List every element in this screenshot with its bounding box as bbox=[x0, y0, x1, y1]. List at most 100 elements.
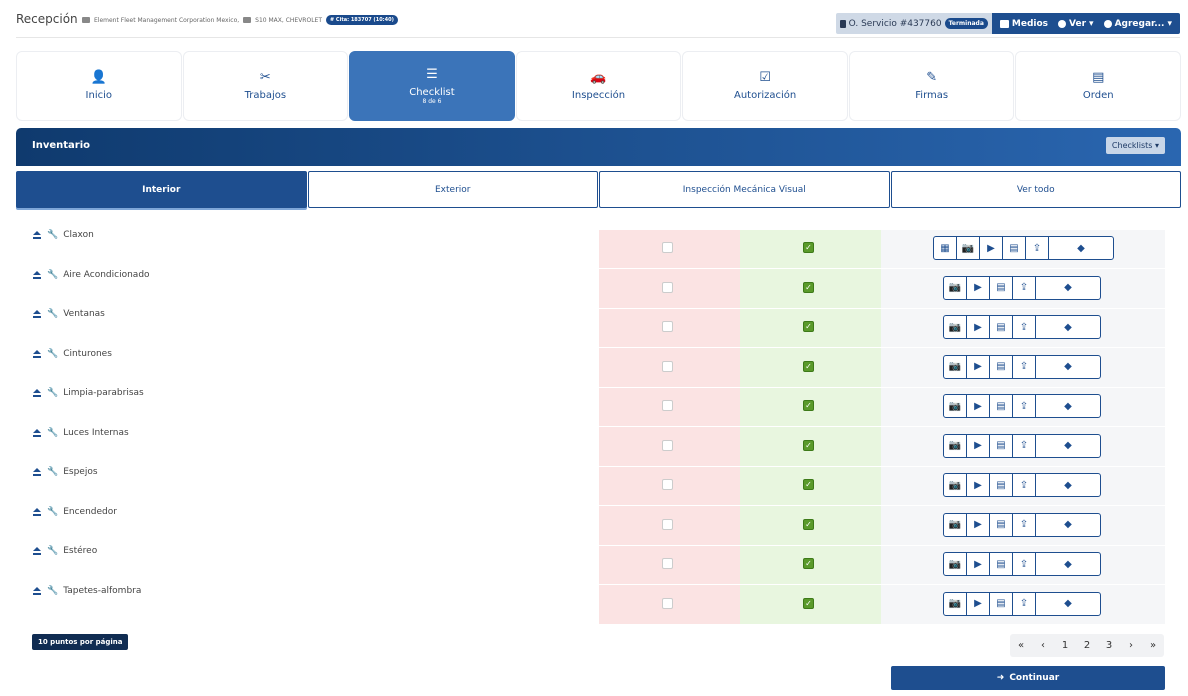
eject-icon[interactable] bbox=[32, 389, 42, 397]
camera-icon[interactable]: 📷 bbox=[944, 592, 967, 615]
pass-checkbox[interactable]: ✓ bbox=[803, 479, 814, 490]
wrench-icon[interactable]: 🔧 bbox=[47, 348, 59, 359]
video-icon[interactable]: ▶ bbox=[967, 553, 990, 575]
fail-checkbox[interactable] bbox=[662, 518, 673, 530]
pass-checkbox[interactable]: ✓ bbox=[803, 242, 814, 253]
agregar-button[interactable]: Agregar... ▾ bbox=[1103, 19, 1172, 29]
page-1-button[interactable]: 1 bbox=[1061, 640, 1069, 651]
eject-icon[interactable] bbox=[32, 310, 42, 318]
upload-icon[interactable]: ⇪ bbox=[1013, 434, 1036, 457]
file-icon[interactable]: ▤ bbox=[990, 553, 1013, 575]
video-icon[interactable]: ▶ bbox=[967, 355, 990, 378]
file-icon[interactable]: ▤ bbox=[990, 276, 1013, 299]
fill-icon[interactable]: ◆ bbox=[1064, 282, 1072, 293]
video-icon[interactable]: ▶ bbox=[980, 237, 1003, 259]
wrench-icon[interactable]: 🔧 bbox=[47, 388, 59, 398]
pass-checkbox[interactable]: ✓ bbox=[803, 281, 814, 293]
wrench-icon[interactable]: 🔧 bbox=[47, 230, 59, 240]
file-icon[interactable]: ▤ bbox=[1003, 237, 1026, 259]
fill-icon[interactable]: ◆ bbox=[1064, 321, 1072, 333]
fail-checkbox[interactable] bbox=[662, 479, 673, 490]
pass-checkbox[interactable]: ✓ bbox=[803, 518, 814, 530]
upload-icon[interactable]: ⇪ bbox=[1013, 513, 1036, 536]
fail-checkbox[interactable] bbox=[662, 242, 673, 253]
fail-checkbox[interactable] bbox=[662, 360, 673, 372]
eject-icon[interactable] bbox=[32, 231, 42, 239]
subtab-exterior[interactable]: Exterior bbox=[307, 171, 598, 208]
wrench-icon[interactable]: 🔧 bbox=[47, 309, 59, 319]
file-icon[interactable]: ▤ bbox=[990, 513, 1013, 536]
camera-icon[interactable]: 📷 bbox=[944, 474, 967, 496]
next-page-button[interactable]: › bbox=[1129, 640, 1133, 651]
wrench-icon[interactable]: 🔧 bbox=[47, 269, 59, 280]
video-icon[interactable]: ▶ bbox=[967, 513, 990, 536]
wrench-icon[interactable]: 🔧 bbox=[47, 546, 59, 556]
wrench-icon[interactable]: 🔧 bbox=[47, 427, 59, 438]
fail-checkbox[interactable] bbox=[662, 400, 673, 411]
file-icon[interactable]: ▤ bbox=[990, 592, 1013, 615]
file-icon[interactable]: ▤ bbox=[990, 316, 1013, 338]
fail-checkbox[interactable] bbox=[662, 321, 673, 332]
fail-checkbox[interactable] bbox=[662, 281, 673, 293]
page-2-button[interactable]: 2 bbox=[1083, 640, 1091, 651]
video-icon[interactable]: ▶ bbox=[967, 474, 990, 496]
page-3-button[interactable]: 3 bbox=[1105, 640, 1113, 651]
eject-icon[interactable] bbox=[32, 349, 42, 358]
upload-icon[interactable]: ⇪ bbox=[1026, 237, 1049, 259]
eject-icon[interactable] bbox=[32, 547, 42, 555]
tab-trabajos[interactable]: ✂ Trabajos bbox=[182, 51, 349, 121]
tab-orden[interactable]: ▤ Orden bbox=[1015, 51, 1182, 121]
fill-icon[interactable]: ◆ bbox=[1064, 400, 1072, 412]
video-icon[interactable]: ▶ bbox=[967, 316, 990, 338]
video-icon[interactable]: ▶ bbox=[967, 592, 990, 615]
pass-checkbox[interactable]: ✓ bbox=[803, 558, 814, 569]
upload-icon[interactable]: ⇪ bbox=[1013, 553, 1036, 575]
fail-checkbox[interactable] bbox=[662, 597, 673, 609]
fill-icon[interactable]: ◆ bbox=[1064, 440, 1072, 451]
checklists-dropdown[interactable]: Checklists ▾ bbox=[1105, 137, 1165, 154]
table-icon[interactable]: ▦ bbox=[934, 237, 957, 259]
last-page-button[interactable]: » bbox=[1149, 640, 1157, 651]
medios-button[interactable]: Medios bbox=[999, 19, 1048, 29]
per-page-button[interactable]: 10 puntos por página bbox=[32, 634, 129, 650]
subtab-interior[interactable]: Interior bbox=[16, 171, 307, 208]
fail-checkbox[interactable] bbox=[662, 439, 673, 451]
camera-icon[interactable]: 📷 bbox=[944, 276, 967, 299]
upload-icon[interactable]: ⇪ bbox=[1013, 276, 1036, 299]
file-icon[interactable]: ▤ bbox=[990, 434, 1013, 457]
video-icon[interactable]: ▶ bbox=[967, 395, 990, 417]
wrench-icon[interactable]: 🔧 bbox=[47, 506, 59, 517]
tab-inicio[interactable]: 👤 Inicio bbox=[16, 51, 182, 121]
fill-icon[interactable]: ◆ bbox=[1077, 242, 1085, 254]
upload-icon[interactable]: ⇪ bbox=[1013, 395, 1036, 417]
fail-checkbox[interactable] bbox=[662, 558, 673, 569]
tab-firmas[interactable]: ✎ Firmas bbox=[848, 51, 1015, 121]
tab-autorizacion[interactable]: ☑ Autorización bbox=[682, 51, 848, 121]
pass-checkbox[interactable]: ✓ bbox=[803, 597, 814, 609]
wrench-icon[interactable]: 🔧 bbox=[47, 585, 59, 596]
eject-icon[interactable] bbox=[32, 428, 42, 437]
ver-button[interactable]: Ver ▾ bbox=[1058, 19, 1094, 29]
upload-icon[interactable]: ⇪ bbox=[1013, 592, 1036, 615]
camera-icon[interactable]: 📷 bbox=[944, 434, 967, 457]
file-icon[interactable]: ▤ bbox=[990, 395, 1013, 417]
subtab-ver-todo[interactable]: Ver todo bbox=[890, 171, 1181, 208]
pass-checkbox[interactable]: ✓ bbox=[803, 321, 814, 332]
fill-icon[interactable]: ◆ bbox=[1064, 519, 1072, 530]
continue-button[interactable]: ➜ Continuar bbox=[891, 666, 1165, 690]
fill-icon[interactable]: ◆ bbox=[1064, 479, 1072, 491]
tab-inspeccion[interactable]: 🚗 Inspección bbox=[515, 51, 682, 121]
pass-checkbox[interactable]: ✓ bbox=[803, 360, 814, 372]
camera-icon[interactable]: 📷 bbox=[957, 237, 980, 259]
camera-icon[interactable]: 📷 bbox=[944, 553, 967, 575]
fill-icon[interactable]: ◆ bbox=[1064, 598, 1072, 609]
upload-icon[interactable]: ⇪ bbox=[1013, 316, 1036, 338]
eject-icon[interactable] bbox=[32, 270, 42, 279]
pass-checkbox[interactable]: ✓ bbox=[803, 400, 814, 411]
video-icon[interactable]: ▶ bbox=[967, 276, 990, 299]
pass-checkbox[interactable]: ✓ bbox=[803, 439, 814, 451]
eject-icon[interactable] bbox=[32, 586, 42, 595]
wrench-icon[interactable]: 🔧 bbox=[47, 467, 59, 477]
fill-icon[interactable]: ◆ bbox=[1064, 361, 1072, 372]
tab-checklist[interactable]: ☰ Checklist 8 de 6 bbox=[349, 51, 515, 121]
